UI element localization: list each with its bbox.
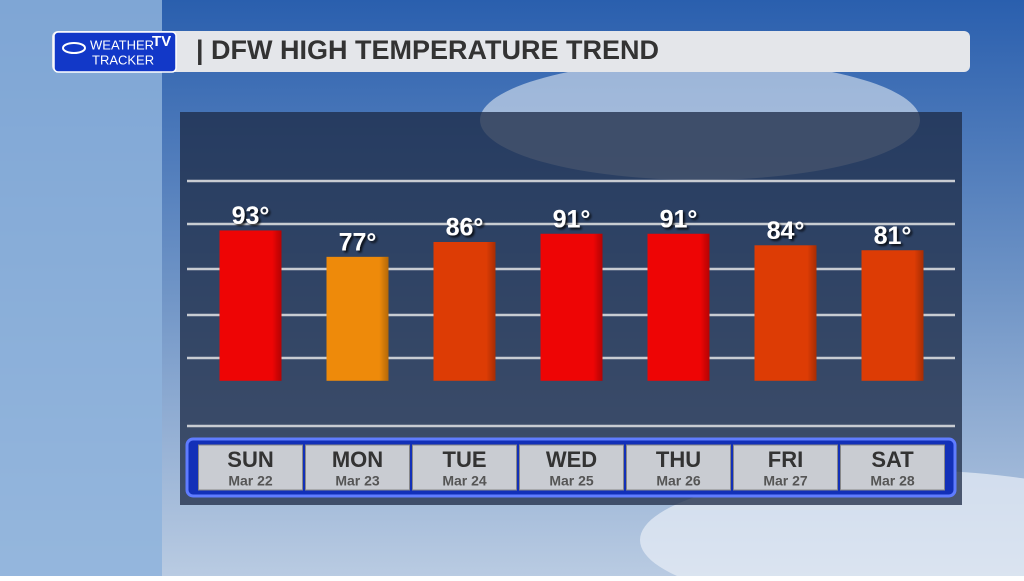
day-cell <box>519 444 624 491</box>
x-tick-label: MON <box>332 447 383 472</box>
chart-title: | DFW HIGH TEMPERATURE TREND <box>196 35 659 65</box>
bar-shade <box>540 233 603 381</box>
value-label: 84° <box>767 217 805 245</box>
day-cell <box>305 444 410 491</box>
date-label: Mar 25 <box>549 473 594 489</box>
bar-shade <box>326 256 389 381</box>
day-cell <box>733 444 838 491</box>
logo-text: WEATHER <box>90 37 154 52</box>
logo-badge: TV <box>152 33 171 50</box>
day-cell <box>412 444 517 491</box>
date-label: Mar 27 <box>763 473 808 489</box>
date-label: Mar 24 <box>442 473 487 489</box>
date-label: Mar 26 <box>656 473 701 489</box>
value-label: 77° <box>339 228 377 256</box>
date-label: Mar 28 <box>870 473 915 489</box>
date-label: Mar 22 <box>228 473 273 489</box>
logo-icon <box>62 42 86 54</box>
value-label: 81° <box>874 222 912 250</box>
day-cell <box>840 444 945 491</box>
x-tick-label: FRI <box>768 447 803 472</box>
day-cell <box>626 444 731 491</box>
title-bar <box>52 31 970 72</box>
bar-shade <box>647 233 710 381</box>
value-label: 86° <box>446 214 484 242</box>
bar-shade <box>219 230 282 381</box>
bar-shade <box>861 250 924 381</box>
value-label: 91° <box>660 205 698 233</box>
side-panel <box>0 0 162 576</box>
value-label: 93° <box>232 202 270 230</box>
x-tick-label: THU <box>656 447 701 472</box>
x-tick-label: SUN <box>227 447 273 472</box>
date-label: Mar 23 <box>335 473 380 489</box>
x-tick-label: TUE <box>443 447 487 472</box>
logo-text: TRACKER <box>92 52 154 67</box>
value-label: 91° <box>553 205 591 233</box>
bar-shade <box>433 242 496 381</box>
x-tick-label: WED <box>546 447 597 472</box>
bar-shade <box>754 245 817 381</box>
logo <box>53 31 177 73</box>
day-cell <box>198 444 303 491</box>
x-tick-label: SAT <box>871 447 914 472</box>
